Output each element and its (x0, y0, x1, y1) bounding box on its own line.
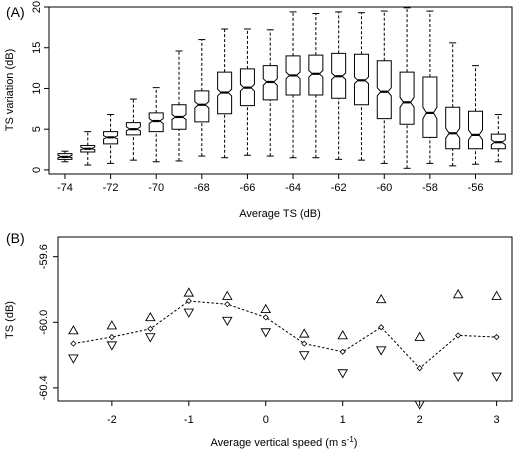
x-tick-label: -64 (285, 182, 301, 194)
box-body (148, 112, 164, 133)
panel-b-line-chart: (B) -2 -1 0 1 2 3 -59.6 -60.0 -60.4 Average ver… (4, 230, 513, 449)
x-tick-label: -2 (107, 414, 117, 426)
upper-bound-triangle-up (222, 290, 233, 300)
box-body (308, 54, 324, 96)
panel-a-label: (A) (6, 4, 25, 20)
box-body (445, 106, 461, 150)
mean-point-diamond (70, 340, 77, 347)
panel-a-x-axis: -74 -72 -70 -68 -66 -64 -62 -60 -58 -56 (57, 174, 483, 194)
lower-bound-triangle-down (375, 346, 387, 356)
panel-a-x-axis-title: Average TS (dB) (239, 208, 321, 220)
y-tick-label: 20 (31, 1, 43, 13)
x-tick-label: -56 (468, 182, 484, 194)
upper-bound-triangle-up (183, 287, 195, 297)
lower-bound-triangle-down (452, 372, 464, 382)
mean-point-diamond (339, 348, 346, 355)
lower-bound-triangle-down (298, 351, 310, 361)
panel-b-x-axis-title: Average vertical speed (m s-1) (211, 435, 358, 449)
lower-bound-triangle-down (414, 400, 425, 410)
mean-point-diamond (416, 365, 423, 372)
x-tick-label: 3 (494, 414, 500, 426)
y-tick-label: -59.6 (38, 244, 50, 269)
y-tick-label: -60.4 (38, 375, 50, 400)
upper-bound-triangle-up (375, 293, 387, 304)
x-tick-label: -1 (184, 414, 194, 426)
x-tick-label: -60 (376, 182, 392, 194)
panel-b-label: (B) (6, 230, 25, 246)
panel-b-x-axis: -2 -1 0 1 2 3 (107, 401, 500, 426)
upper-bound-triangle-up (68, 325, 79, 335)
lower-bound-triangle-down (222, 316, 233, 327)
x-tick-label: -58 (422, 182, 438, 194)
upper-bound-triangle-up (298, 328, 310, 338)
lower-bound-triangle-down (183, 308, 195, 318)
x-tick-label: -66 (239, 182, 255, 194)
mean-point-diamond (493, 333, 500, 341)
upper-bound-triangle-up (260, 303, 272, 313)
lower-bound-triangle-down (337, 369, 348, 379)
mean-point-diamond (185, 297, 192, 305)
upper-bound-triangle-up (106, 320, 118, 330)
y-tick-label: 0 (31, 167, 43, 173)
panel-b-plot-frame (57, 236, 513, 402)
x-tick-label: -72 (103, 182, 119, 194)
upper-bound-triangle-up (145, 311, 156, 322)
panel-a-y-axis: 0 5 10 15 20 (31, 1, 49, 173)
x-tick-label: 0 (263, 414, 269, 426)
box-series (57, 7, 506, 169)
x-tick-label: -74 (57, 182, 73, 194)
panel-a-boxplot: (A) -74 -72 -70 -68 -66 -64 -62 -60 -58 -56 0 5 10 1… (4, 1, 513, 220)
mean-point-diamond (262, 314, 269, 321)
box-body (194, 90, 210, 123)
mean-point-diamond (224, 301, 231, 308)
x-tick-label: 1 (340, 414, 346, 426)
panel-b-y-axis-title: TS (dB) (4, 301, 16, 339)
mean-point-diamond (108, 333, 115, 341)
mean-point-diamond (378, 324, 385, 331)
box-body (468, 110, 484, 150)
y-tick-label: -60.0 (38, 310, 50, 335)
mean-point-diamond (301, 340, 308, 347)
y-tick-label: 15 (31, 42, 43, 54)
y-tick-label: 10 (31, 82, 43, 94)
lower-bound-triangle-down (68, 354, 79, 364)
panel-a-plot-frame (48, 6, 513, 175)
x-tick-label: -68 (194, 182, 210, 194)
x-tick-label: -62 (331, 182, 347, 194)
upper-bound-triangle-up (414, 331, 425, 341)
lower-bound-triangle-down (106, 341, 118, 351)
y-tick-label: 5 (31, 126, 43, 132)
panel-a-y-axis-title: TS variation (dB) (4, 49, 16, 132)
panel-b-series (68, 287, 502, 410)
upper-bound-triangle-up (337, 329, 348, 340)
mean-ts-line (73, 300, 497, 369)
upper-bound-triangle-up (452, 288, 464, 299)
lower-bound-triangle-down (260, 328, 272, 338)
mean-point-diamond (455, 332, 462, 339)
upper-bound-triangle-up (491, 290, 502, 300)
box-body (422, 76, 438, 138)
mean-point-diamond (147, 325, 154, 332)
box-body (376, 60, 392, 120)
lower-bound-triangle-down (145, 333, 156, 343)
lower-bound-triangle-down (491, 372, 502, 382)
x-tick-label: 2 (417, 414, 423, 426)
box-body (399, 71, 415, 125)
x-tick-label: -70 (148, 182, 164, 194)
panel-b-y-axis: -59.6 -60.0 -60.4 (38, 244, 58, 400)
